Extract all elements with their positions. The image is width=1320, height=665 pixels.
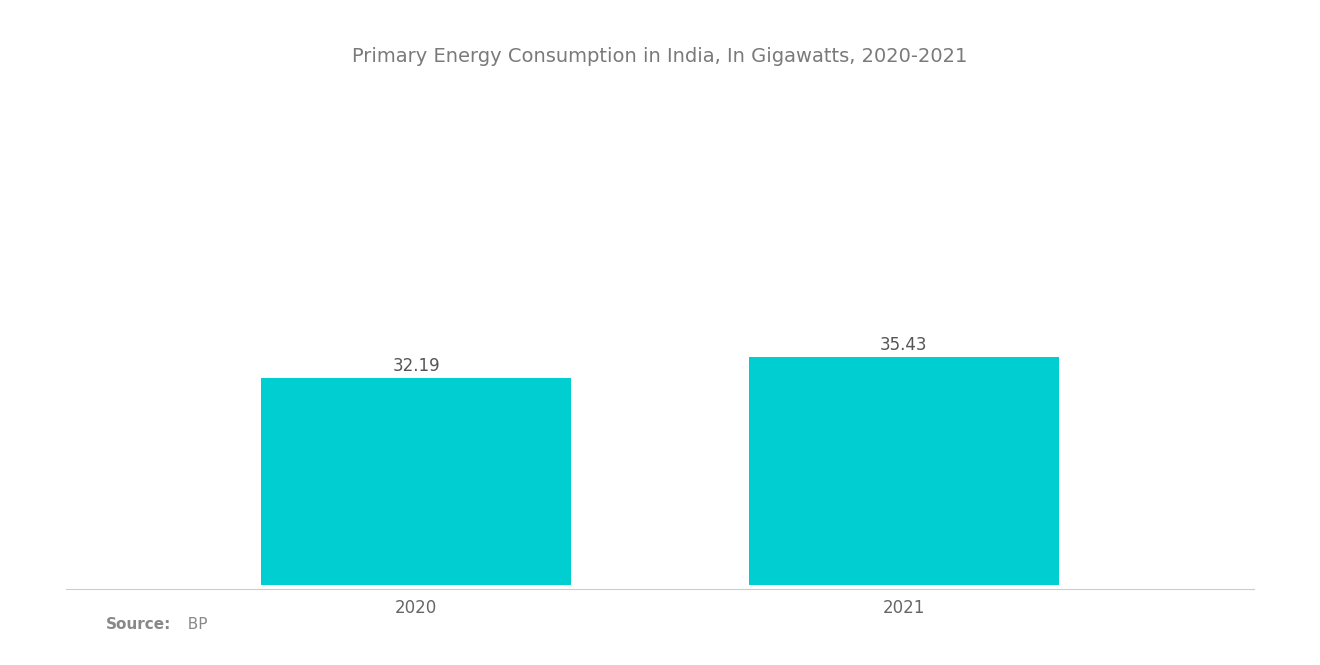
Text: 32.19: 32.19 xyxy=(392,357,440,375)
Text: BP: BP xyxy=(178,616,207,632)
Bar xyxy=(748,358,1059,585)
Text: 35.43: 35.43 xyxy=(880,336,928,354)
Text: Source:: Source: xyxy=(106,616,172,632)
Bar xyxy=(261,378,572,585)
Text: Primary Energy Consumption in India, In Gigawatts, 2020-2021: Primary Energy Consumption in India, In … xyxy=(352,47,968,66)
